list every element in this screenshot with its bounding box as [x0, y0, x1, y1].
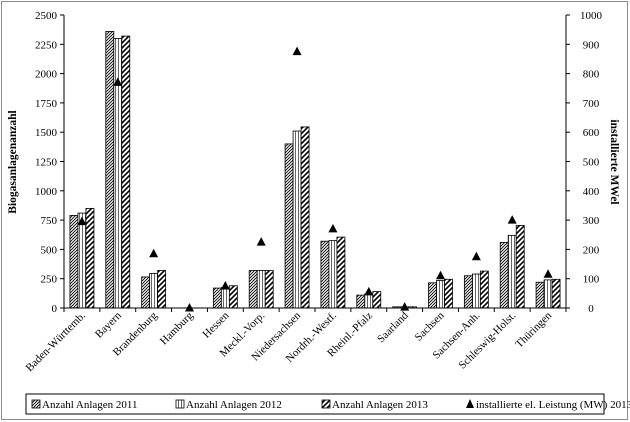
legend-swatch	[466, 399, 474, 408]
right-tick-label: 600	[583, 127, 600, 139]
bar	[444, 278, 453, 309]
bar	[336, 236, 346, 309]
category-label: Baden-Württemb.	[24, 309, 89, 374]
y-axis-title: Biogasanlagenanzahl	[7, 110, 19, 214]
right-tick-label: 500	[583, 157, 600, 169]
marker-triangle	[507, 215, 517, 224]
left-tick-label: 2250	[35, 39, 58, 51]
legend-swatch	[321, 399, 331, 409]
bar	[364, 293, 374, 309]
legend: Anzahl Anlagen 2011 Anzahl Anlagen 2012 An…	[31, 399, 630, 411]
right-tick-label: 300	[583, 215, 600, 227]
bar	[428, 282, 437, 309]
bar	[284, 143, 294, 309]
bar	[256, 270, 266, 309]
category-label: Saarland	[375, 309, 411, 345]
triangle-markers	[77, 46, 553, 312]
marker-triangle	[471, 251, 481, 261]
bar	[157, 270, 167, 309]
y2-axis-title: installierte MWel	[608, 119, 620, 204]
left-tick-label: 0	[52, 303, 58, 315]
right-tick-label: 400	[583, 186, 600, 198]
category-label: Hamburg	[158, 309, 196, 347]
marker-triangle	[543, 269, 553, 278]
marker-triangle	[364, 286, 374, 296]
marker-triangle	[328, 223, 338, 233]
category-label: Sachsen	[413, 309, 447, 343]
right-tick-label: 1000	[580, 10, 603, 22]
legend-swatch	[31, 399, 41, 409]
right-axis-ticks: 0 100 200 300 400 500 600 700 800 900 1000	[566, 10, 603, 315]
left-tick-label: 1750	[35, 98, 58, 110]
bar	[85, 207, 95, 309]
legend-label: Anzahl Anlagen 2011	[42, 399, 138, 411]
bar	[264, 270, 274, 309]
bar	[77, 212, 87, 309]
marker-triangle	[436, 270, 445, 280]
left-tick-label: 500	[41, 244, 58, 256]
marker-triangle	[149, 248, 159, 258]
legend-label: installierte el. Leistung (MW) 2013	[476, 399, 630, 411]
bar	[149, 273, 159, 309]
bar	[121, 35, 131, 309]
left-tick-label: 1000	[35, 186, 58, 198]
bar	[356, 294, 366, 309]
right-tick-label: 0	[588, 303, 594, 315]
category-label: Thüringen	[513, 309, 554, 350]
right-tick-label: 100	[583, 274, 600, 286]
bar	[320, 240, 330, 309]
bar	[212, 287, 222, 309]
left-tick-label: 250	[41, 274, 58, 286]
axes	[63, 15, 567, 312]
bar	[471, 273, 481, 309]
left-tick-label: 2500	[35, 10, 58, 22]
right-tick-label: 200	[583, 244, 600, 256]
bar	[248, 270, 258, 309]
left-tick-label: 1250	[35, 157, 58, 169]
right-tick-label: 900	[583, 39, 600, 51]
legend-label: Anzahl Anlagen 2013	[332, 399, 428, 411]
bar	[507, 234, 517, 309]
marker-triangle	[185, 303, 194, 312]
bar	[479, 270, 489, 309]
bar	[372, 291, 382, 309]
bar	[228, 285, 238, 309]
bar	[141, 276, 151, 309]
left-tick-label: 2000	[35, 69, 58, 81]
bar	[499, 241, 509, 309]
bar	[105, 31, 115, 309]
right-tick-label: 800	[583, 69, 600, 81]
marker-triangle	[256, 237, 266, 246]
bar	[220, 287, 230, 309]
legend-swatch	[175, 399, 185, 409]
bar	[551, 278, 561, 309]
bars	[69, 31, 561, 309]
left-tick-label: 750	[41, 215, 58, 227]
marker-triangle	[77, 216, 87, 226]
bar	[535, 281, 545, 309]
marker-triangle	[220, 281, 230, 290]
bar	[292, 130, 302, 309]
bar	[328, 240, 338, 309]
bar	[300, 126, 310, 309]
legend-label: Anzahl Anlagen 2012	[186, 399, 282, 411]
right-tick-label: 700	[583, 98, 600, 110]
category-label: Bayern	[93, 309, 124, 340]
bar	[436, 280, 445, 309]
bar	[69, 215, 79, 309]
legend-box	[25, 393, 605, 415]
bar	[543, 279, 553, 309]
bar	[463, 275, 473, 309]
marker-triangle	[292, 46, 302, 56]
left-axis-ticks: 0 250 500 750 1000 1250 1500 1750 2000 2250 2500	[35, 10, 64, 315]
category-label: Hessen	[201, 309, 232, 340]
left-tick-label: 1500	[35, 127, 58, 139]
marker-triangle	[113, 77, 123, 86]
bar	[515, 224, 525, 309]
